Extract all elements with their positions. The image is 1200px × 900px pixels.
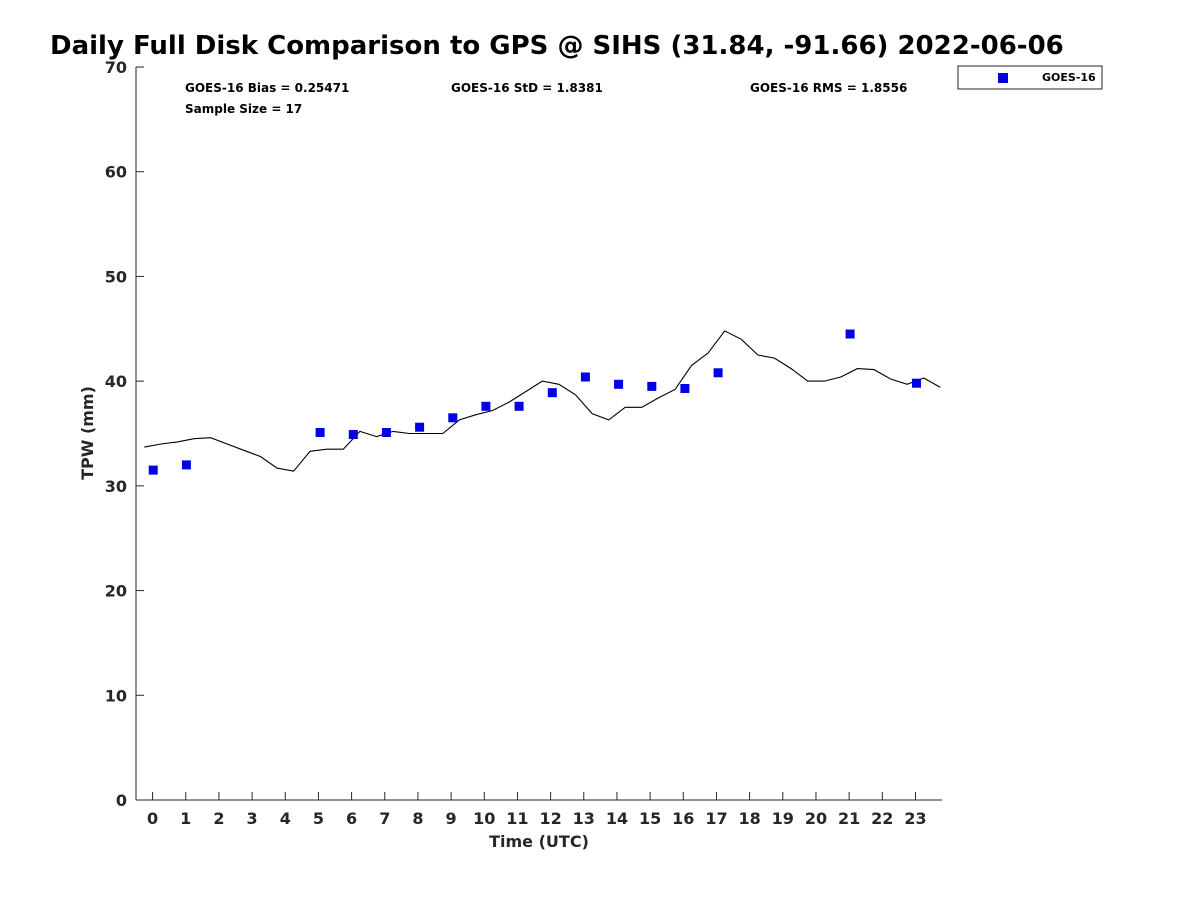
- y-tick-label: 50: [105, 267, 127, 286]
- goes16-point: [348, 430, 358, 439]
- goes16-scatter-series: [148, 329, 921, 475]
- goes16-point: [381, 428, 391, 437]
- y-tick-label: 20: [105, 582, 127, 601]
- x-tick-label: 19: [772, 809, 794, 828]
- x-tick-label: 2: [213, 809, 224, 828]
- goes16-point: [845, 329, 855, 339]
- plot-area: [136, 67, 942, 800]
- y-tick-label: 40: [105, 372, 127, 391]
- legend-box: [957, 65, 1103, 90]
- y-tick-label: 10: [105, 686, 127, 705]
- goes16-point: [181, 460, 191, 470]
- goes16-point: [448, 413, 458, 423]
- goes16-point: [547, 388, 557, 398]
- y-tick-label: 60: [105, 163, 127, 182]
- goes16-point: [148, 465, 158, 475]
- x-tick-label: 4: [280, 809, 291, 828]
- x-tick-label: 9: [446, 809, 457, 828]
- goes16-point: [514, 401, 524, 411]
- goes16-point: [680, 384, 690, 393]
- x-tick-label: 20: [805, 809, 827, 828]
- x-ticks: 0 1 2 3 4 5 6 7 8 9 10 11 12 13 14 15 16 17 18 19 20 21 22 23: [147, 792, 927, 828]
- x-tick-label: 22: [871, 809, 893, 828]
- x-tick-label: 14: [606, 809, 628, 828]
- x-tick-label: 8: [412, 809, 423, 828]
- x-tick-label: 21: [838, 809, 860, 828]
- legend: GOES-16: [957, 65, 1103, 90]
- goes16-point: [647, 381, 657, 391]
- x-tick-label: 3: [247, 809, 258, 828]
- legend-marker-square-icon: [998, 73, 1008, 83]
- y-axis-label: TPW (mm): [78, 386, 97, 480]
- goes16-point: [315, 428, 325, 437]
- goes16-point: [415, 422, 425, 432]
- stat-rms: GOES-16 RMS = 1.8556: [750, 81, 907, 95]
- x-tick-label: 1: [180, 809, 191, 828]
- x-tick-label: 15: [639, 809, 661, 828]
- y-tick-label: 30: [105, 477, 127, 496]
- goes16-point: [614, 379, 624, 389]
- x-tick-label: 10: [473, 809, 495, 828]
- y-ticks: 0 10 20 30 40 50 60 70: [105, 58, 144, 810]
- gps-tpw-line: [144, 330, 941, 472]
- legend-label-goes16: GOES-16: [1042, 71, 1096, 84]
- goes16-point: [713, 368, 723, 378]
- x-tick-label: 5: [313, 809, 324, 828]
- stat-sample-size: Sample Size = 17: [185, 102, 302, 116]
- goes16-point: [912, 378, 921, 388]
- stat-std: GOES-16 StD = 1.8381: [451, 81, 603, 95]
- goes16-point: [481, 401, 491, 411]
- stat-bias: GOES-16 Bias = 0.25471: [185, 81, 349, 95]
- x-tick-label: 12: [539, 809, 561, 828]
- chart-title: Daily Full Disk Comparison to GPS @ SIHS…: [50, 31, 1064, 61]
- x-tick-label: 16: [672, 809, 694, 828]
- x-tick-label: 7: [379, 809, 390, 828]
- x-tick-label: 11: [506, 809, 528, 828]
- x-tick-label: 18: [738, 809, 760, 828]
- goes16-point: [580, 372, 590, 382]
- x-axis-label: Time (UTC): [489, 832, 589, 851]
- x-tick-label: 13: [573, 809, 595, 828]
- gps-tpw-line-series: [144, 330, 941, 472]
- y-tick-label: 0: [116, 791, 127, 810]
- x-tick-label: 23: [904, 809, 926, 828]
- x-tick-label: 0: [147, 809, 158, 828]
- y-tick-label: 70: [105, 58, 127, 77]
- x-tick-label: 17: [705, 809, 727, 828]
- x-tick-label: 6: [346, 809, 357, 828]
